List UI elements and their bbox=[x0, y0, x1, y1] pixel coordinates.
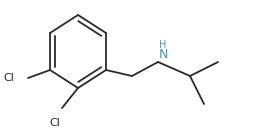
Text: Cl: Cl bbox=[49, 118, 60, 128]
Text: H: H bbox=[159, 40, 167, 50]
Text: N: N bbox=[158, 48, 168, 61]
Text: Cl: Cl bbox=[3, 73, 14, 83]
